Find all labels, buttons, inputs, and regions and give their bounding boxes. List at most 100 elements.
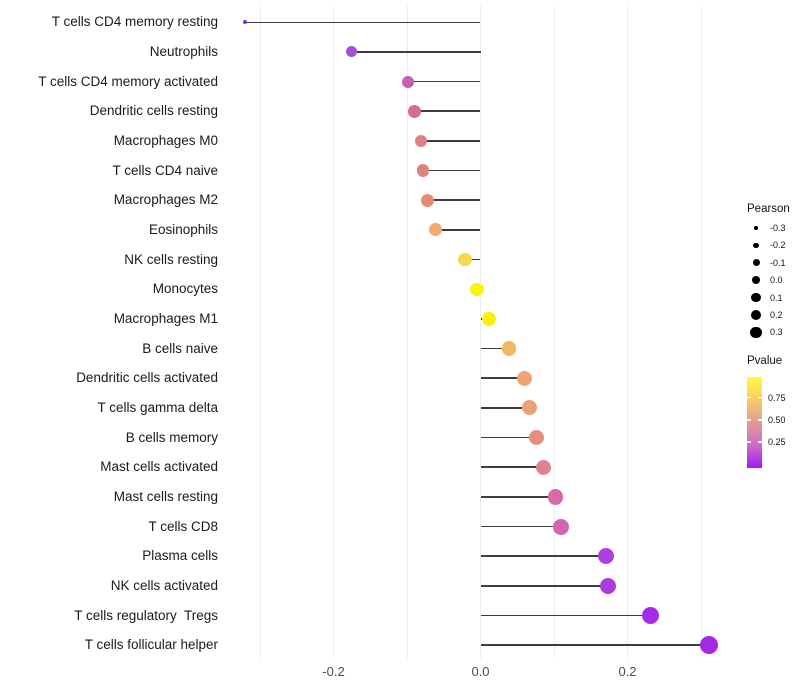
data-point: [552, 518, 569, 535]
pvalue-tick: [758, 441, 762, 443]
row-label: Dendritic cells activated: [76, 370, 218, 386]
data-point: [421, 193, 435, 207]
data-point: [501, 341, 517, 356]
size-legend-label: 0.1: [770, 292, 783, 303]
gridline-x: [627, 6, 628, 658]
lollipop-stem: [480, 585, 609, 587]
data-point: [408, 105, 421, 118]
size-legend-dot: [753, 242, 759, 249]
size-legend-dot: [752, 259, 760, 267]
size-legend-label: 0.3: [770, 327, 783, 338]
lollipop-stem: [414, 110, 481, 113]
data-point: [700, 636, 719, 655]
data-point: [528, 430, 544, 446]
data-point: [402, 75, 415, 88]
size-legend-dot: [754, 226, 758, 230]
row-label: Macrophages M0: [113, 132, 218, 148]
data-point: [458, 252, 472, 267]
pvalue-label: 0.25: [768, 436, 786, 447]
row-label: NK cells activated: [110, 577, 218, 593]
lollipop-stem: [480, 496, 556, 498]
data-point: [482, 311, 497, 326]
gridline-x: [333, 6, 334, 658]
size-legend-label: 0.0: [770, 275, 783, 286]
lollipop-stem: [480, 377, 525, 380]
x-tick-label: 0.2: [618, 664, 637, 679]
data-point: [346, 46, 358, 58]
row-label: Neutrophils: [149, 43, 218, 59]
lollipop-stem: [351, 51, 481, 53]
pvalue-gradient-bar: [747, 377, 762, 468]
pvalue-tick: [747, 441, 751, 443]
lollipop-stem: [408, 80, 481, 83]
row-label: B cells memory: [125, 429, 218, 445]
data-point: [243, 20, 248, 25]
gridline-x: [700, 6, 702, 658]
lollipop-stem: [480, 466, 544, 469]
lollipop-stem: [480, 555, 607, 558]
data-point: [429, 223, 443, 237]
data-point: [641, 607, 659, 625]
size-legend-dot: [751, 275, 761, 285]
x-tick-label: 0.0: [471, 664, 490, 679]
row-label: T cells regulatory Tregs: [74, 607, 218, 623]
pvalue-tick: [747, 396, 751, 399]
row-label: Mast cells resting: [113, 488, 218, 504]
lollipop-stem: [480, 614, 651, 617]
lollipop-stem: [420, 140, 481, 142]
size-legend-title: Pearson: [747, 203, 790, 215]
size-legend-dot: [750, 326, 762, 339]
row-label: Eosinophils: [148, 221, 218, 237]
row-label: B cells naive: [142, 340, 218, 356]
row-label: Plasma cells: [142, 548, 218, 564]
size-legend-label: 0.2: [770, 310, 783, 320]
data-point: [547, 489, 564, 505]
data-point: [517, 370, 533, 386]
row-label: T cells CD4 naive: [112, 162, 218, 178]
lollipop-stem: [480, 347, 510, 350]
row-label: NK cells resting: [124, 251, 218, 267]
size-legend-dot: [751, 292, 761, 303]
lollipop-stem: [465, 258, 481, 261]
lollipop-stem: [423, 169, 481, 172]
gridline-x: [480, 6, 481, 658]
x-tick-label: -0.2: [322, 664, 345, 679]
lollipop-stem: [245, 21, 481, 24]
lollipop-stem: [480, 407, 529, 409]
pvalue-label: 0.75: [768, 392, 786, 403]
data-point: [598, 548, 615, 565]
pvalue-label: 0.50: [768, 414, 786, 425]
row-label: Macrophages M1: [113, 310, 218, 326]
gridline-x: [553, 6, 555, 658]
size-legend-dot: [750, 309, 762, 321]
row-label: T cells CD4 memory resting: [51, 14, 218, 30]
lollipop-stem: [480, 644, 710, 647]
row-label: Dendritic cells resting: [89, 103, 218, 119]
row-label: Monocytes: [152, 281, 218, 297]
size-legend-label: -0.3: [770, 223, 786, 233]
color-legend-title: Pvalue: [747, 355, 783, 367]
size-legend-label: -0.1: [770, 257, 786, 268]
gridline-x: [406, 6, 408, 658]
pvalue-tick: [758, 419, 762, 421]
data-point: [416, 164, 430, 177]
row-label: T cells CD8: [148, 518, 218, 534]
row-label: Mast cells activated: [100, 459, 218, 475]
size-legend-label: -0.2: [770, 240, 786, 251]
pvalue-tick: [758, 396, 762, 399]
data-point: [600, 577, 617, 594]
row-label: T cells CD4 memory activated: [38, 73, 218, 89]
data-point: [414, 134, 428, 148]
pvalue-tick: [747, 419, 751, 421]
lollipop-stem: [435, 229, 481, 231]
row-label: T cells gamma delta: [97, 399, 218, 415]
lollipop-stem: [480, 436, 537, 439]
data-point: [521, 400, 537, 416]
lollipop-stem: [480, 525, 561, 528]
gridline-x: [259, 6, 261, 658]
data-point: [470, 282, 484, 297]
row-label: T cells follicular helper: [84, 637, 218, 653]
row-label: Macrophages M2: [113, 192, 218, 208]
data-point: [535, 459, 552, 476]
